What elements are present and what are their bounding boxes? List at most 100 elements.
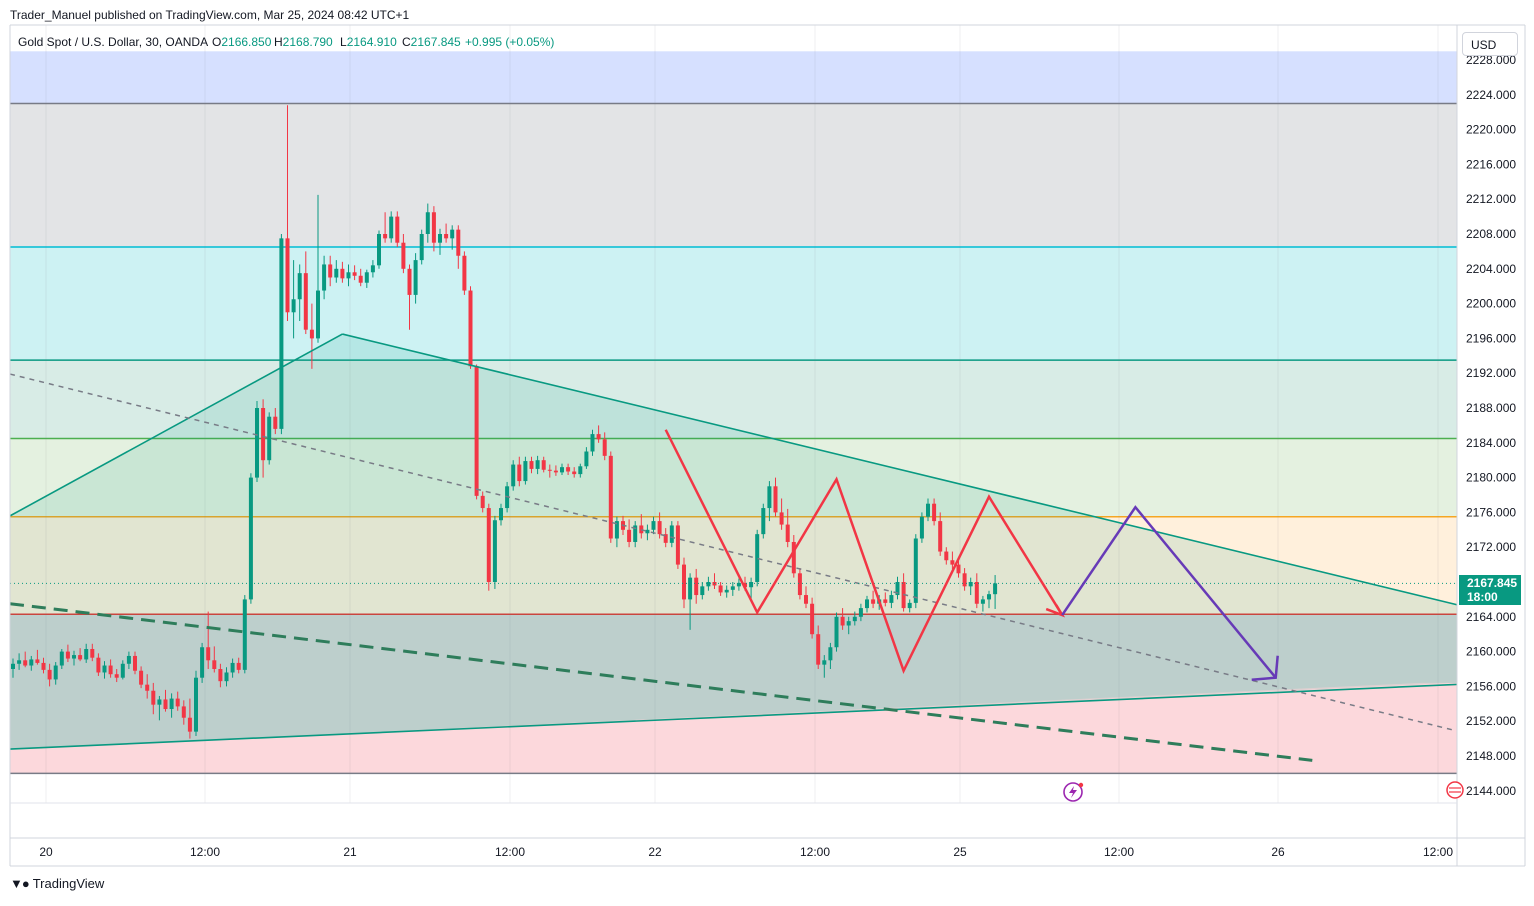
candle-body: [761, 508, 766, 535]
candle-body: [535, 460, 540, 469]
candle-body: [810, 603, 815, 635]
x-tick-label: 22: [648, 845, 662, 859]
candle-body: [462, 255, 467, 291]
axis-layer: 2228.000 2224.000 2220.000 2216.000 2212.000…: [9, 0, 1534, 867]
candle-body: [974, 582, 979, 604]
legend-close: C2167.845: [402, 35, 461, 49]
x-tick-label: 12:00: [800, 845, 830, 859]
flag-icon: [1446, 781, 1464, 799]
candle-body: [285, 238, 290, 313]
candle-body: [950, 560, 955, 565]
candle-body: [889, 595, 894, 603]
candle-body: [669, 525, 674, 543]
last-price-tag: 2167.845 18:00: [1459, 575, 1521, 605]
projection-arrow-head: [1251, 655, 1279, 681]
zigzag-pattern: [664, 429, 1064, 674]
candle-body: [181, 706, 186, 718]
last-price: 2167.845: [1467, 576, 1518, 590]
candle-body: [541, 460, 546, 470]
currency-button[interactable]: USD: [1462, 32, 1518, 56]
candle-body: [492, 520, 497, 582]
candle-body: [23, 660, 28, 666]
zones-layer: [10, 25, 1457, 803]
candle-body: [291, 299, 296, 313]
candle-body: [297, 273, 302, 300]
candle-body: [529, 461, 534, 469]
y-tick-label: 2216.000: [1466, 157, 1516, 171]
x-tick-label: 12:00: [1104, 845, 1134, 859]
candle-body: [114, 674, 119, 678]
candle-body: [248, 477, 253, 600]
candle-body: [273, 416, 278, 429]
candle-body: [913, 538, 918, 603]
candle-body: [779, 512, 784, 525]
candle-body: [736, 582, 741, 587]
candle-body: [200, 647, 205, 678]
candle-body: [773, 486, 778, 513]
candle-body: [706, 582, 711, 587]
candle-body: [956, 564, 961, 574]
candle-body: [102, 665, 107, 673]
y-tick-label: 2156.000: [1466, 679, 1516, 693]
y-tick-label: 2196.000: [1466, 331, 1516, 345]
footer-logo[interactable]: ▼● TradingView: [10, 876, 104, 891]
candle-body: [450, 229, 455, 239]
candle-body: [413, 260, 418, 295]
candle-body: [791, 541, 796, 574]
candle-body: [785, 524, 790, 542]
candle-body: [566, 467, 571, 472]
candle-body: [163, 699, 168, 710]
candle-body: [499, 508, 503, 521]
candle-body: [987, 594, 991, 600]
x-tick-label: 25: [953, 845, 967, 859]
candle-body: [572, 471, 577, 475]
candle-body: [11, 663, 15, 669]
x-tick-label: 20: [39, 845, 53, 859]
lower-support-line: [9, 682, 1471, 750]
candles-layer: [11, 105, 998, 739]
y-tick-label: 2152.000: [1466, 714, 1516, 728]
candle-body: [340, 268, 345, 279]
legend-change: +0.995 (+0.05%): [465, 35, 554, 49]
candle-body: [139, 670, 144, 685]
candle-body: [560, 467, 564, 473]
candle-body: [145, 684, 150, 691]
candle-body: [547, 469, 552, 471]
candle-body: [627, 529, 632, 542]
candle-body: [438, 234, 442, 243]
legend: Gold Spot / U.S. Dollar, 30, OANDA O2166…: [18, 35, 554, 49]
candle-body: [389, 216, 394, 239]
candle-body: [407, 268, 412, 295]
candle-body: [663, 534, 668, 543]
candle-body: [395, 216, 400, 243]
candle-body: [474, 366, 479, 496]
candle-body: [968, 582, 973, 587]
candle-body: [480, 495, 485, 509]
candle-body: [688, 577, 693, 600]
candle-body: [120, 663, 125, 678]
candle-body: [834, 616, 839, 648]
candle-body: [907, 602, 912, 609]
candle-body: [895, 582, 900, 596]
candle-body: [602, 439, 607, 456]
candle-body: [749, 582, 754, 588]
candle-body: [919, 516, 924, 539]
candle-body: [236, 662, 241, 670]
candle-body: [41, 662, 46, 670]
legend-high: H2168.790: [274, 35, 333, 49]
candle-body: [322, 264, 327, 291]
candle-body: [962, 573, 967, 587]
projection-path: [1061, 505, 1277, 679]
y-tick-label: 2164.000: [1466, 610, 1516, 624]
candle-body: [169, 698, 174, 710]
candle-body: [926, 503, 930, 517]
candle-body: [401, 242, 406, 269]
candle-body: [218, 669, 223, 682]
candle-body: [511, 464, 516, 487]
candle-body: [303, 273, 308, 330]
candle-body: [718, 585, 723, 593]
y-tick-label: 2144.000: [1466, 784, 1516, 798]
candle-body: [596, 434, 601, 440]
